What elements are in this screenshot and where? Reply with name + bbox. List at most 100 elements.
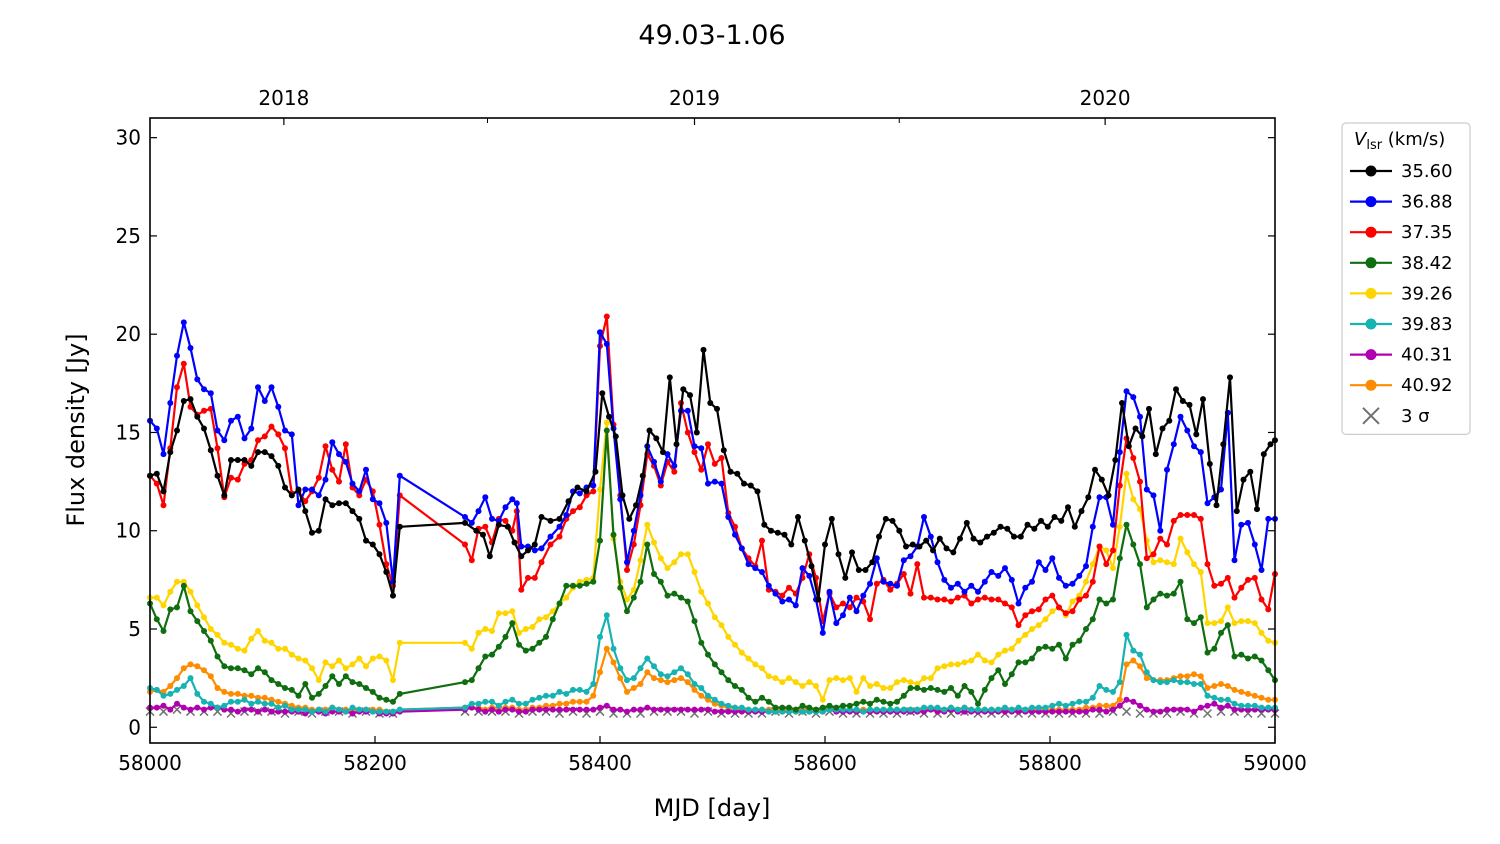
data-point xyxy=(1143,604,1150,611)
data-point xyxy=(322,496,329,503)
data-point xyxy=(1069,708,1076,715)
data-point xyxy=(867,580,873,587)
data-point xyxy=(590,482,597,489)
data-point xyxy=(664,592,671,599)
data-point xyxy=(1173,386,1179,393)
data-point xyxy=(725,514,732,520)
data-point xyxy=(644,521,651,528)
data-point xyxy=(779,679,786,686)
data-point xyxy=(732,641,738,648)
data-point xyxy=(516,629,522,636)
data-point xyxy=(948,598,954,605)
data-point xyxy=(248,706,255,713)
data-point xyxy=(752,706,759,713)
data-point xyxy=(282,484,288,491)
data-point xyxy=(1197,681,1204,687)
chart-title: 49.03-1.06 xyxy=(638,20,785,51)
data-point xyxy=(961,659,968,666)
data-point xyxy=(727,468,734,475)
data-point xyxy=(900,571,907,577)
data-point xyxy=(806,704,813,711)
data-point xyxy=(684,679,691,686)
data-point xyxy=(369,655,376,662)
data-point xyxy=(1218,681,1224,687)
data-point xyxy=(900,677,907,684)
data-point xyxy=(563,700,570,707)
data-point xyxy=(275,431,282,438)
data-point xyxy=(482,494,489,501)
data-point xyxy=(968,657,975,664)
data-point xyxy=(630,586,637,593)
data-point xyxy=(1085,494,1092,501)
data-point xyxy=(194,690,201,697)
data-point xyxy=(597,633,603,640)
data-point xyxy=(1238,651,1245,658)
data-point xyxy=(1213,502,1220,509)
data-point xyxy=(759,569,765,575)
data-point xyxy=(1042,616,1049,623)
data-point xyxy=(725,708,732,715)
data-point xyxy=(1251,692,1258,699)
data-point xyxy=(698,685,705,691)
legend-swatch-marker xyxy=(1365,196,1377,208)
data-point xyxy=(1008,576,1015,583)
data-point xyxy=(927,675,934,682)
data-point xyxy=(1231,706,1238,713)
data-point xyxy=(329,663,336,670)
data-point xyxy=(1116,696,1123,703)
data-point xyxy=(255,437,261,444)
data-point xyxy=(833,704,840,711)
data-point xyxy=(603,427,610,434)
data-point xyxy=(302,706,309,713)
data-point xyxy=(1251,541,1258,548)
data-point xyxy=(536,639,543,646)
data-point xyxy=(468,677,475,684)
data-point xyxy=(1051,514,1058,520)
data-point xyxy=(282,702,288,709)
data-point xyxy=(948,584,954,591)
data-point xyxy=(363,663,369,670)
data-point xyxy=(1029,704,1035,711)
data-point xyxy=(975,706,981,713)
data-point xyxy=(624,567,630,573)
data-point xyxy=(495,643,502,650)
data-point xyxy=(1204,692,1211,699)
data-point xyxy=(1056,604,1062,611)
data-point xyxy=(396,472,403,479)
data-point xyxy=(691,449,698,456)
data-point xyxy=(1042,643,1049,650)
data-point xyxy=(462,704,468,711)
data-point xyxy=(383,708,390,715)
data-point xyxy=(583,688,590,695)
top-tick-label: 2020 xyxy=(1080,86,1131,110)
data-point xyxy=(1184,427,1191,434)
series-35.60 xyxy=(147,346,1278,603)
data-point xyxy=(873,706,880,713)
data-point xyxy=(543,692,549,699)
data-point xyxy=(833,620,840,627)
data-point xyxy=(187,588,194,595)
data-point xyxy=(597,704,603,711)
data-point xyxy=(531,547,538,554)
data-point xyxy=(630,541,637,548)
data-point xyxy=(732,704,738,711)
data-point xyxy=(1245,702,1251,709)
data-point xyxy=(563,706,570,713)
y-tick-label: 10 xyxy=(116,519,141,543)
y-axis-label: Flux density [Jy] xyxy=(62,333,90,526)
data-point xyxy=(336,451,342,458)
data-point xyxy=(1238,618,1245,625)
data-point xyxy=(221,702,228,709)
data-point xyxy=(759,665,765,672)
data-point xyxy=(549,608,556,615)
data-point xyxy=(1110,706,1116,713)
data-point xyxy=(248,462,255,469)
data-point xyxy=(657,671,664,678)
data-point xyxy=(698,692,705,699)
data-point xyxy=(903,543,909,550)
data-point xyxy=(502,610,509,617)
data-point xyxy=(174,352,180,359)
data-point xyxy=(819,696,826,703)
data-point xyxy=(396,523,403,530)
data-point xyxy=(961,588,968,595)
